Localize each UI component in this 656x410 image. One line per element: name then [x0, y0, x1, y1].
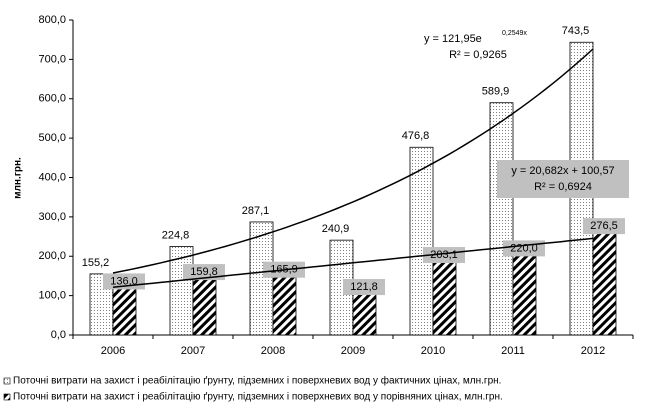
legend-swatch	[3, 393, 11, 401]
bar	[112, 281, 137, 336]
bar	[489, 102, 514, 336]
data-label-box: 159,8	[183, 264, 225, 281]
data-label-box: 220,0	[503, 240, 545, 257]
label-bg	[583, 218, 625, 235]
data-label-box: 136,0	[103, 273, 145, 290]
bar	[192, 271, 217, 336]
bar	[432, 254, 457, 336]
trend-r2: R² = 0,6924	[534, 181, 592, 193]
y-tick-label: 100,0	[38, 290, 66, 302]
trend-line	[112, 48, 594, 274]
label-bg	[343, 279, 385, 296]
y-tick-label: 200,0	[38, 250, 66, 262]
data-label-box: 276,5	[583, 218, 625, 235]
y-tick-label: 800,0	[38, 14, 66, 26]
annotation-box	[497, 160, 629, 198]
trend-line	[112, 237, 594, 289]
trend-r2: R² = 0,9265	[449, 49, 507, 61]
bar	[592, 225, 617, 336]
x-tick-label: 2007	[181, 345, 205, 357]
data-label: 589,9	[482, 86, 510, 98]
data-label: 136,0	[110, 275, 138, 287]
bar	[512, 247, 537, 336]
trend-exponent: 0,2549x	[502, 30, 527, 37]
bar	[409, 146, 434, 336]
trend-equation: y = 20,682x + 100,57	[511, 165, 614, 177]
y-tick-label: 0,0	[51, 329, 66, 341]
bar	[272, 269, 297, 336]
data-label: 203,1	[430, 249, 458, 261]
bar	[249, 221, 274, 336]
label-bg	[183, 264, 225, 281]
data-label: 287,1	[242, 205, 270, 217]
data-label: 155,2	[82, 257, 110, 269]
y-tick-label: 500,0	[38, 132, 66, 144]
x-tick-label: 2008	[261, 345, 285, 357]
y-tick-label: 300,0	[38, 211, 66, 223]
legend-label: Поточні витрати на захист і реабілітацію…	[13, 375, 501, 387]
data-label-box: 203,1	[423, 247, 465, 264]
data-label: 743,5	[562, 25, 590, 37]
label-bg	[423, 247, 465, 264]
data-label: 240,9	[322, 223, 350, 235]
legend-label: Поточні витрати на захист і реабілітацію…	[13, 391, 503, 403]
x-tick-label: 2010	[421, 345, 445, 357]
data-label: 276,5	[590, 220, 618, 232]
data-label: 159,8	[190, 266, 218, 278]
data-label: 476,8	[402, 130, 430, 142]
x-tick-label: 2011	[501, 345, 525, 357]
y-axis-label: млн.грн.	[13, 157, 24, 199]
legend-swatch	[3, 377, 11, 385]
data-label: 121,8	[350, 281, 378, 293]
data-label: 224,8	[162, 229, 190, 241]
trend-equation: y = 121,95e	[424, 33, 482, 45]
x-tick-label: 2006	[101, 345, 125, 357]
x-tick-label: 2009	[341, 345, 365, 357]
y-tick-label: 700,0	[38, 53, 66, 65]
x-tick-label: 2012	[581, 345, 605, 357]
y-tick-label: 400,0	[38, 171, 66, 183]
y-tick-label: 600,0	[38, 93, 66, 105]
data-label-box: 121,8	[343, 279, 385, 296]
